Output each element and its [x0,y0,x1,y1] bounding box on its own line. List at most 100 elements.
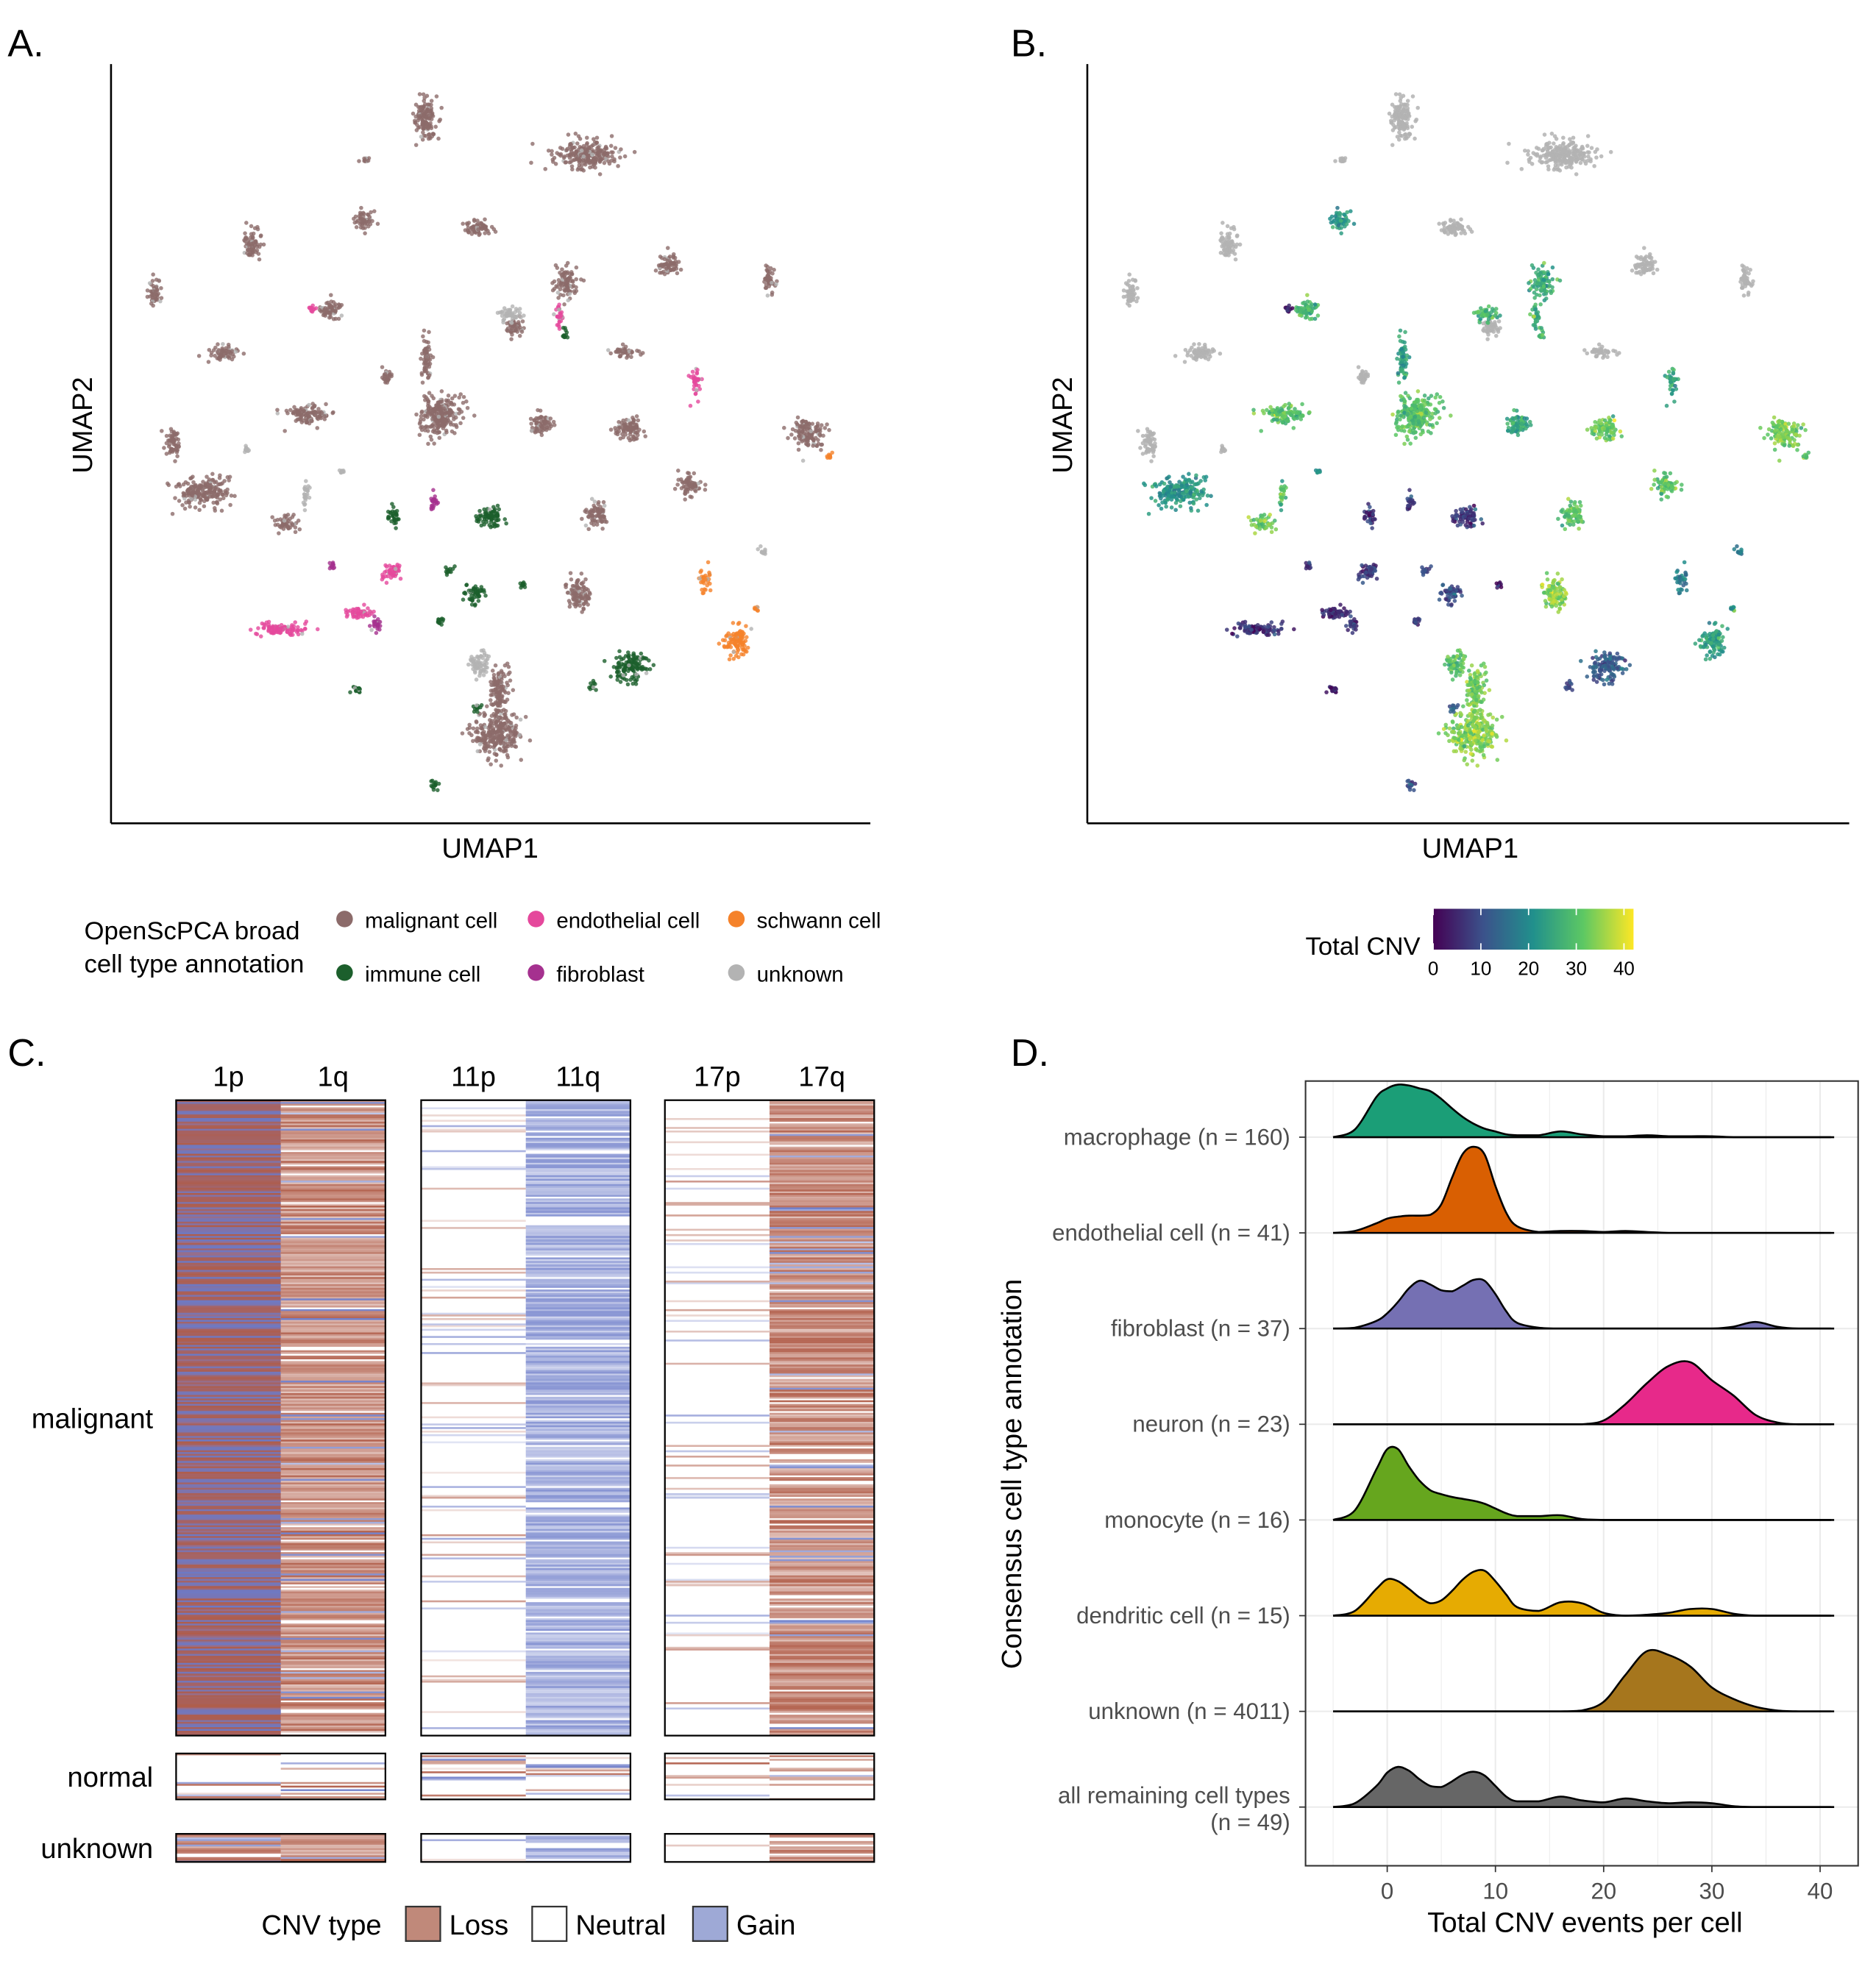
legend-swatch [336,964,353,981]
umap-point [1195,350,1201,355]
umap-point [631,651,636,655]
umap-point [362,218,367,223]
umap-point [598,505,603,509]
umap-point [374,630,379,636]
umap-point [487,523,492,527]
umap-point [543,166,548,171]
umap-point [1555,159,1560,164]
umap-point [516,313,522,318]
umap-point [688,403,693,408]
umap-point [1223,244,1228,249]
umap-point [215,495,220,500]
umap-point [397,517,401,522]
umap-point [634,672,639,677]
umap-point [302,487,308,491]
umap-point [1333,159,1337,163]
umap-point [425,126,430,130]
umap-point [763,285,768,291]
umap-point [675,271,680,276]
umap-point [1578,160,1583,166]
umap-point [495,523,500,528]
umap-point [1393,92,1399,96]
umap-point [188,476,193,481]
umap-point [431,488,436,492]
umap-point [247,247,252,252]
umap-point [1595,147,1599,152]
umap-point [489,224,494,229]
umap-point [539,419,544,424]
umap-point [316,407,321,411]
umap-point [623,433,628,437]
umap-point [1307,307,1311,313]
umap-point [283,429,287,433]
umap-point [476,227,480,232]
umap-point [145,294,150,299]
umap-point [472,413,477,418]
umap-point [442,424,447,428]
umap-point [220,346,224,351]
umap-point [457,411,461,416]
umap-point [500,733,505,738]
umap-point [570,583,575,588]
umap-point [492,677,497,681]
umap-point [600,526,605,531]
umap-point [696,399,700,404]
umap-point [188,504,192,509]
umap-point [504,738,508,742]
umap-point [473,602,477,607]
umap-point [203,483,208,488]
umap-point [1741,293,1747,298]
umap-point [330,560,335,565]
umap-point [500,310,504,315]
umap-point [206,360,211,364]
umap-point [353,214,358,219]
umap-point [740,632,745,637]
umap-point [233,349,238,354]
umap-point [759,550,764,555]
umap-point [1185,350,1190,355]
umap-point [662,271,667,277]
umap-point [427,405,432,409]
umap-point [1121,294,1126,299]
umap-point [424,350,429,355]
umap-point [536,407,540,413]
umap-point [613,146,618,150]
umap-point [1465,224,1471,229]
umap-point [330,307,335,313]
umap-point [800,423,805,427]
umap-point [819,442,824,447]
umap-point [1741,265,1747,269]
legend-swatch [728,911,745,928]
umap-point [383,371,388,377]
umap-point [282,519,287,523]
y-axis-label: UMAP2 [67,377,99,473]
umap-point [336,316,341,321]
umap-point [693,483,698,488]
umap-point [241,351,246,356]
umap-point [639,352,643,357]
umap-point [642,429,647,434]
umap-point [352,608,357,613]
umap-point [444,430,449,435]
umap-point [324,402,328,407]
umap-point [479,585,484,589]
umap-point [586,588,590,592]
umap-point [398,576,403,581]
umap-point [669,260,674,266]
umap-point [1529,263,1535,268]
umap-point [1192,342,1196,346]
umap-point [479,648,484,653]
umap-point [227,474,232,480]
umap-point [588,165,592,170]
umap-point [486,744,491,749]
umap-point [1202,342,1207,347]
umap-point [468,228,473,232]
umap-point [1127,272,1131,277]
umap-point [1640,266,1645,271]
umap-point [354,688,358,694]
umap-point [653,268,658,273]
umap-point [372,609,376,614]
umap-point [419,135,424,139]
umap-point [363,613,368,617]
umap-point [529,160,533,166]
